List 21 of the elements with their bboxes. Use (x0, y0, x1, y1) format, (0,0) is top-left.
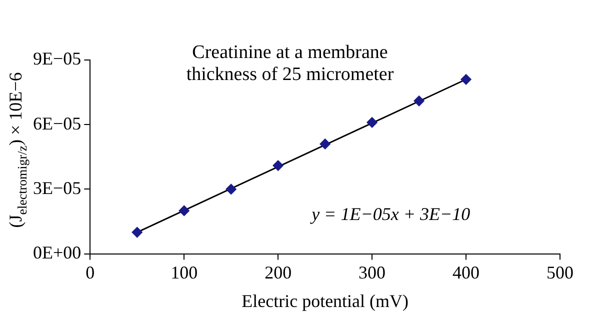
point (366, 117, 378, 128)
point (226, 184, 236, 194)
x-tick-label: 300 (358, 262, 386, 282)
point (414, 96, 424, 106)
point (320, 138, 330, 150)
point (272, 160, 284, 171)
point (460, 74, 472, 85)
y-tick-label: 0E+00 (32, 242, 82, 263)
x-axis-title: Electric potential (mV) (242, 290, 409, 311)
point (178, 205, 190, 216)
annotation: y = 1E−05x + 3E−10 (310, 204, 470, 224)
x-tick-label: 500 (546, 262, 574, 282)
chart-title: Creatinine at a membrane thickness of 25 micrometer (185, 42, 395, 86)
point (132, 227, 142, 238)
x-tick-label: 400 (452, 262, 480, 282)
y-tick-label: 6E−05 (32, 113, 82, 134)
y-tick-label: 3E−05 (32, 178, 82, 198)
x-tick-label: 0 (86, 262, 95, 282)
x-tick-label: 200 (264, 262, 292, 282)
y-tick-label: 9E−05 (32, 48, 82, 69)
x-tick-label: 100 (170, 262, 198, 282)
